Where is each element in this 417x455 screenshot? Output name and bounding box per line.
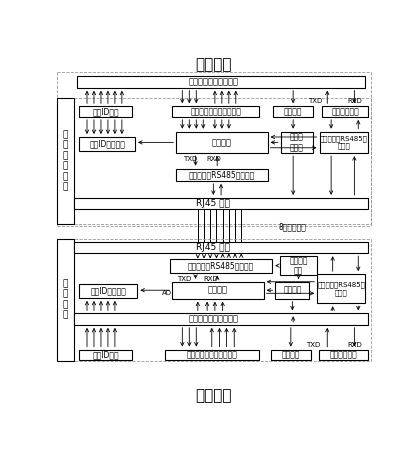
Text: RXD: RXD	[206, 156, 221, 162]
Bar	[273, 106, 313, 117]
Bar	[57, 239, 74, 361]
Bar	[319, 349, 367, 360]
Text: 处理器二: 处理器二	[208, 286, 228, 295]
Bar	[176, 168, 268, 181]
Text: 二号电源
电路: 二号电源 电路	[289, 256, 308, 275]
Text: 通信数据接口: 通信数据接口	[331, 107, 359, 116]
Text: RJ45 网口: RJ45 网口	[196, 199, 230, 208]
Bar	[275, 282, 309, 298]
Bar	[319, 131, 367, 153]
Text: 通信模块: 通信模块	[195, 388, 231, 403]
Bar	[280, 256, 317, 275]
Text: 一号近程通信模块接口: 一号近程通信模块接口	[188, 77, 239, 86]
Text: 通信控制引脚和状态引脚: 通信控制引脚和状态引脚	[190, 107, 241, 116]
Bar	[79, 349, 132, 360]
Bar	[317, 274, 365, 303]
Text: 8芯平行网线: 8芯平行网线	[279, 222, 306, 232]
Text: 通信数据接口: 通信数据接口	[329, 350, 357, 359]
Text: TXD: TXD	[177, 277, 191, 283]
Text: 硬件ID引脚: 硬件ID引脚	[92, 107, 119, 116]
Bar	[176, 131, 268, 153]
Bar	[79, 106, 132, 117]
Text: AD: AD	[162, 290, 172, 296]
Bar	[74, 313, 368, 325]
Bar	[79, 284, 137, 298]
Text: 通信控制引脚和状态引脚: 通信控制引脚和状态引脚	[186, 350, 237, 359]
Bar	[74, 198, 368, 209]
Bar	[164, 349, 259, 360]
Bar	[172, 282, 264, 298]
Text: TXD: TXD	[306, 342, 320, 348]
Text: 处理器一: 处理器一	[212, 138, 232, 147]
Text: 硬件ID引脚: 硬件ID引脚	[92, 350, 119, 359]
Bar	[74, 242, 368, 253]
Text: 二号远程通信模块接口: 二号远程通信模块接口	[188, 314, 239, 324]
Text: 远
程
单
元: 远 程 单 元	[63, 279, 68, 319]
Text: RXD: RXD	[347, 98, 362, 104]
Bar	[322, 106, 368, 117]
Text: 二号串口与RS485转
换电路: 二号串口与RS485转 换电路	[317, 282, 365, 296]
Text: 终端本体: 终端本体	[195, 57, 231, 72]
Text: 数
据
转
换
单
元: 数 据 转 换 单 元	[63, 131, 68, 192]
Text: RXD: RXD	[203, 277, 219, 283]
Text: RXD: RXD	[347, 342, 362, 348]
Bar	[79, 137, 135, 151]
Text: 二号串口与RS485转换电路: 二号串口与RS485转换电路	[189, 170, 255, 179]
Bar	[281, 131, 313, 153]
Bar	[77, 76, 365, 88]
Text: 换块供电: 换块供电	[283, 286, 301, 295]
Bar	[57, 98, 74, 224]
Text: 电源接口: 电源接口	[281, 350, 300, 359]
Text: TXD: TXD	[183, 156, 197, 162]
Text: 硬件ID识别电路: 硬件ID识别电路	[90, 287, 126, 295]
Text: 电源接口: 电源接口	[284, 107, 302, 116]
Bar	[170, 258, 272, 273]
Text: 一号电
源电路: 一号电 源电路	[290, 133, 304, 152]
Text: 一号串口与RS485转
换电路: 一号串口与RS485转 换电路	[319, 135, 367, 150]
Text: RJ45 网口: RJ45 网口	[196, 243, 230, 252]
Text: 硬件ID还原电路: 硬件ID还原电路	[89, 139, 125, 148]
Bar	[172, 106, 259, 117]
Text: 四号串口与RS485转换电路: 四号串口与RS485转换电路	[188, 261, 254, 270]
Text: TXD: TXD	[309, 98, 323, 104]
Bar	[271, 349, 311, 360]
